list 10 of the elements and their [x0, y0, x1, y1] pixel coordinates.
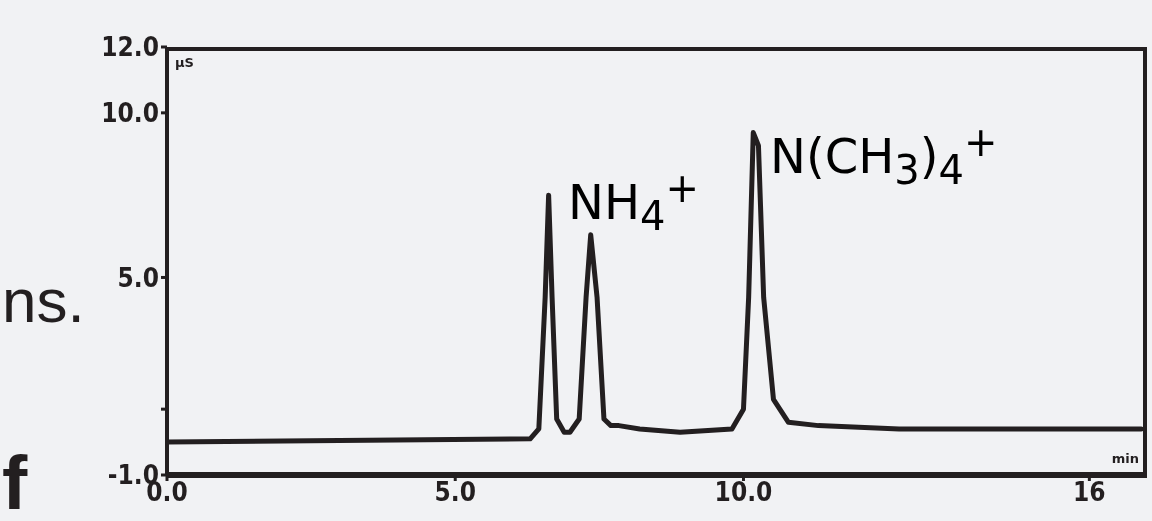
text: ns.: [2, 266, 85, 335]
x-tick-label: 16: [1073, 477, 1106, 508]
x-tick-label: 10.0: [714, 477, 773, 508]
y-tick-label: 12.0: [101, 32, 159, 63]
x-tick-label: 5.0: [434, 477, 476, 508]
y-axis-title: µS: [175, 55, 194, 70]
y-tick-label: 5.0: [117, 262, 159, 293]
x-axis-title: min: [1111, 451, 1139, 466]
text: f: [2, 440, 28, 521]
y-tick-label: 10.0: [101, 98, 159, 129]
